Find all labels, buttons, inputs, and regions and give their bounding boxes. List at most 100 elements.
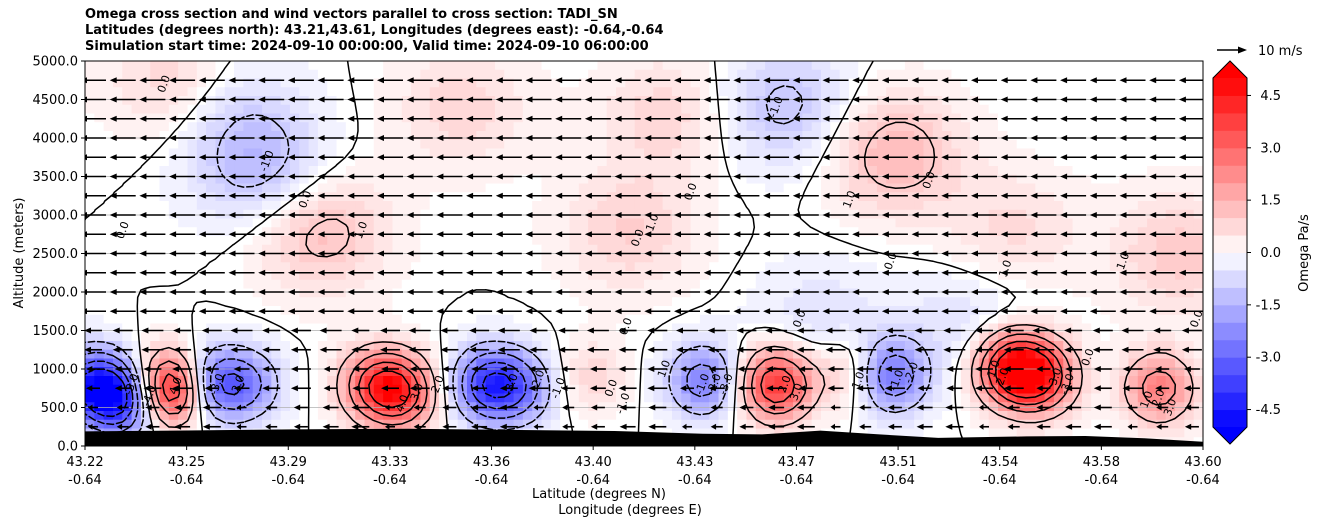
omega-cell — [718, 174, 729, 185]
omega-cell — [355, 393, 366, 403]
omega-cell — [392, 166, 403, 176]
omega-cell — [112, 376, 123, 386]
omega-cell — [224, 131, 235, 141]
omega-cell — [802, 297, 813, 307]
omega-cell — [1053, 384, 1064, 395]
omega-cell — [1119, 323, 1130, 333]
omega-cell — [644, 271, 654, 281]
omega-cell — [932, 411, 943, 421]
omega-cell — [597, 253, 608, 263]
omega-cell — [671, 419, 682, 430]
omega-cell — [103, 139, 114, 150]
omega-cell — [970, 227, 980, 237]
omega-cell — [131, 279, 142, 290]
omega-cell — [839, 139, 850, 150]
omega-cell — [1147, 61, 1158, 71]
omega-cell — [644, 341, 654, 351]
omega-cell — [1175, 166, 1185, 176]
omega-cell — [914, 61, 925, 71]
omega-cell — [914, 139, 925, 150]
omega-cell — [932, 209, 943, 220]
omega-cell — [765, 332, 776, 342]
omega-cell — [1165, 78, 1176, 88]
omega-cell — [215, 323, 226, 333]
omega-cell — [383, 166, 394, 176]
omega-cell — [597, 87, 608, 97]
omega-cell — [839, 393, 850, 403]
omega-cell — [616, 358, 626, 368]
omega-cell — [727, 279, 738, 290]
omega-cell — [895, 122, 906, 132]
omega-cell — [494, 61, 505, 71]
omega-cell — [131, 349, 142, 360]
omega-cell — [336, 288, 347, 298]
omega-cell — [998, 78, 1008, 88]
omega-cell — [448, 262, 459, 272]
omega-cell — [383, 69, 394, 80]
omega-cell — [243, 411, 254, 421]
omega-cell — [709, 367, 720, 377]
omega-cell — [327, 244, 338, 255]
omega-cell — [150, 131, 161, 141]
omega-cell — [1025, 402, 1036, 412]
omega-cell — [1081, 174, 1092, 185]
omega-cell — [401, 262, 412, 272]
omega-cell — [821, 367, 831, 377]
omega-cell — [532, 262, 543, 272]
omega-cell — [923, 201, 934, 211]
omega-cell — [271, 393, 282, 403]
omega-cell — [1091, 244, 1102, 255]
omega-cell — [345, 69, 356, 80]
omega-cell — [150, 157, 161, 167]
omega-cell — [718, 358, 729, 368]
omega-cell — [671, 271, 682, 281]
omega-cell — [867, 244, 878, 255]
omega-cell — [206, 192, 217, 202]
omega-cell — [494, 367, 505, 377]
omega-cell — [206, 244, 217, 255]
omega-cell — [634, 148, 645, 158]
omega-cell — [923, 183, 934, 193]
omega-cell — [541, 148, 552, 158]
omega-cell — [1100, 131, 1111, 141]
omega-cell — [243, 148, 254, 158]
omega-cell — [280, 236, 291, 246]
omega-cell — [271, 166, 282, 176]
omega-cell — [1091, 148, 1102, 158]
omega-cell — [168, 262, 179, 272]
omega-cell — [681, 87, 692, 97]
omega-cell — [709, 227, 720, 237]
omega-cell — [476, 183, 487, 193]
omega-cell — [839, 157, 850, 167]
omega-cell — [998, 402, 1008, 412]
omega-cell — [1128, 253, 1139, 263]
omega-cell — [494, 183, 505, 193]
omega-cell — [876, 253, 887, 263]
omega-cell — [224, 227, 235, 237]
omega-cell — [783, 96, 794, 106]
omega-cell — [942, 358, 953, 368]
omega-cell — [1109, 131, 1120, 141]
omega-cell — [252, 192, 263, 202]
omega-cell — [634, 367, 645, 377]
omega-cell — [746, 349, 757, 360]
omega-cell — [923, 384, 934, 395]
omega-cell — [578, 288, 589, 298]
omega-cell — [876, 384, 887, 395]
omega-cell — [1128, 148, 1139, 158]
omega-cell — [1184, 341, 1195, 351]
omega-cell — [578, 122, 589, 132]
omega-cell — [774, 174, 785, 185]
omega-cell — [690, 139, 701, 150]
omega-cell — [252, 341, 263, 351]
omega-cell — [737, 332, 748, 342]
omega-cell — [1053, 174, 1064, 185]
omega-cell — [476, 358, 487, 368]
omega-cell — [457, 69, 468, 80]
omega-cell — [485, 297, 496, 307]
omega-cell — [1081, 122, 1092, 132]
omega-cell — [401, 279, 412, 290]
omega-cell — [914, 253, 925, 263]
omega-cell — [112, 96, 123, 106]
omega-cell — [597, 262, 608, 272]
